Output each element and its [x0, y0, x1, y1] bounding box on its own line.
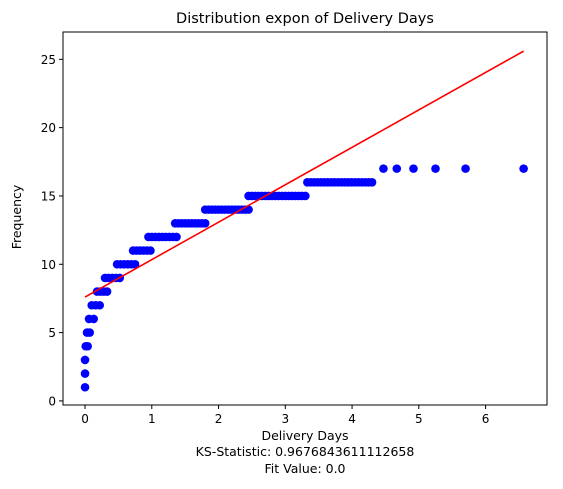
data-point: [367, 177, 377, 187]
x-tick-label: 2: [215, 412, 223, 426]
x-tick-label: 6: [482, 412, 490, 426]
x-tick-label: 5: [415, 412, 423, 426]
data-point: [461, 164, 470, 173]
plot-area: [80, 50, 528, 392]
x-tick-label: 4: [348, 412, 356, 426]
x-tick-label: 0: [81, 412, 89, 426]
data-point: [95, 300, 105, 310]
data-point: [102, 287, 112, 296]
axis-ticks: 0 1 2 3 4 5 6 0 5 10 15 20 25: [41, 53, 490, 426]
y-tick-label: 10: [41, 258, 56, 272]
axes-frame: [62, 31, 548, 406]
data-point: [431, 164, 440, 173]
data-point: [89, 314, 99, 324]
chart-title: Distribution expon of Delivery Days: [176, 11, 434, 27]
data-point: [409, 164, 418, 173]
data-point: [80, 355, 90, 365]
data-point: [392, 164, 402, 173]
fit-line: [84, 50, 525, 298]
data-point: [200, 218, 210, 228]
data-point: [83, 341, 92, 351]
y-axis-label: Frequency: [9, 184, 24, 249]
data-point: [301, 191, 310, 201]
data-point: [130, 259, 140, 269]
ks-statistic-label: KS-Statistic: 0.9676843611112658: [196, 444, 415, 459]
data-point: [172, 232, 181, 242]
data-point: [80, 369, 90, 378]
x-axis-label: Delivery Days: [261, 428, 348, 443]
y-tick-label: 15: [41, 189, 56, 203]
data-point: [80, 382, 90, 392]
data-point: [379, 164, 388, 173]
y-tick-label: 20: [41, 121, 56, 135]
data-point: [85, 328, 94, 337]
x-tick-label: 1: [148, 412, 156, 426]
y-tick-label: 0: [48, 394, 56, 408]
data-point: [146, 246, 155, 255]
data-point: [519, 164, 528, 173]
x-tick-label: 3: [281, 412, 289, 426]
y-tick-label: 5: [48, 326, 56, 340]
fit-value-label: Fit Value: 0.0: [264, 461, 345, 476]
y-tick-label: 25: [41, 53, 56, 67]
